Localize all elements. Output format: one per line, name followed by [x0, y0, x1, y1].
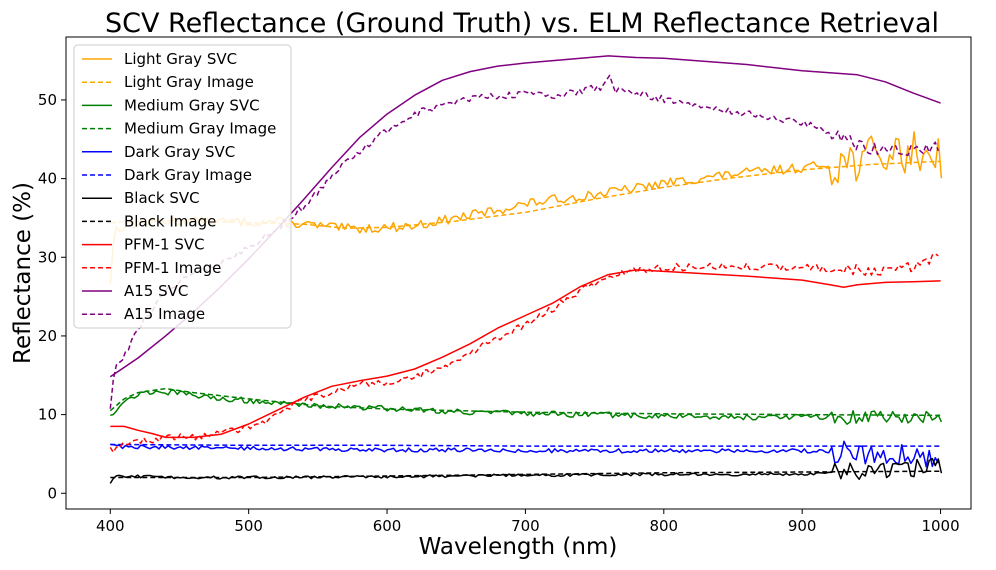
plot-frame: [65, 36, 972, 510]
x-tick-label: 900: [788, 517, 817, 535]
legend-label-dark-gray-svc: Dark Gray SVC: [124, 143, 235, 161]
legend-label-medium-gray-image: Medium Gray Image: [124, 120, 276, 138]
series-line-dark-gray-image: [110, 443, 941, 447]
legend-label-black-image: Black Image: [124, 212, 216, 230]
legend-label-a15-image: A15 Image: [124, 305, 205, 323]
y-axis-label: Reflectance (%): [10, 182, 36, 364]
legend-label-black-svc: Black SVC: [124, 189, 200, 207]
legend-label-medium-gray-svc: Medium Gray SVC: [124, 96, 260, 114]
x-tick-label: 400: [96, 517, 125, 535]
y-tick-label: 30: [38, 248, 57, 266]
legend-box: [73, 44, 292, 329]
x-tick-label: 700: [511, 517, 540, 535]
series-line-pfm-1-svc: [110, 269, 941, 439]
x-tick-label: 800: [649, 517, 678, 535]
series-line-light-gray-image: [110, 160, 941, 229]
series-layer: [109, 55, 943, 484]
legend-label-dark-gray-image: Dark Gray Image: [124, 166, 252, 184]
legend-label-pfm-1-svc: PFM-1 SVC: [124, 236, 205, 254]
legend-label-pfm-1-image: PFM-1 Image: [124, 259, 221, 277]
legend-label-light-gray-image: Light Gray Image: [124, 73, 254, 91]
x-axis-label: Wavelength (nm): [419, 534, 618, 560]
x-tick-label: 1000: [921, 517, 959, 535]
y-tick-label: 20: [38, 327, 57, 345]
series-line-medium-gray-svc: [110, 389, 943, 425]
y-tick-label: 10: [38, 406, 57, 424]
y-tick-label: 40: [38, 170, 57, 188]
legend-label-a15-svc: A15 SVC: [124, 282, 188, 300]
series-line-black-image: [110, 470, 941, 479]
chart-title: SCV Reflectance (Ground Truth) vs. ELM R…: [105, 8, 939, 39]
x-tick-label: 600: [373, 517, 402, 535]
x-axis: 400 500 600 700 800 900 1000: [96, 509, 960, 535]
series-line-medium-gray-image: [109, 387, 941, 417]
y-tick-label: 50: [38, 91, 57, 109]
y-axis: 0 10 20 30 40 50: [38, 91, 66, 502]
y-tick-label: 0: [47, 484, 57, 502]
legend-label-light-gray-svc: Light Gray SVC: [124, 50, 237, 68]
series-line-pfm-1-image: [109, 253, 939, 454]
series-line-black-svc: [109, 457, 943, 484]
series-line-a15-image: [109, 74, 940, 409]
series-line-dark-gray-svc: [110, 440, 939, 468]
legend: Light Gray SVC Light Gray Image Medium Gra…: [73, 44, 292, 329]
x-tick-label: 500: [234, 517, 263, 535]
